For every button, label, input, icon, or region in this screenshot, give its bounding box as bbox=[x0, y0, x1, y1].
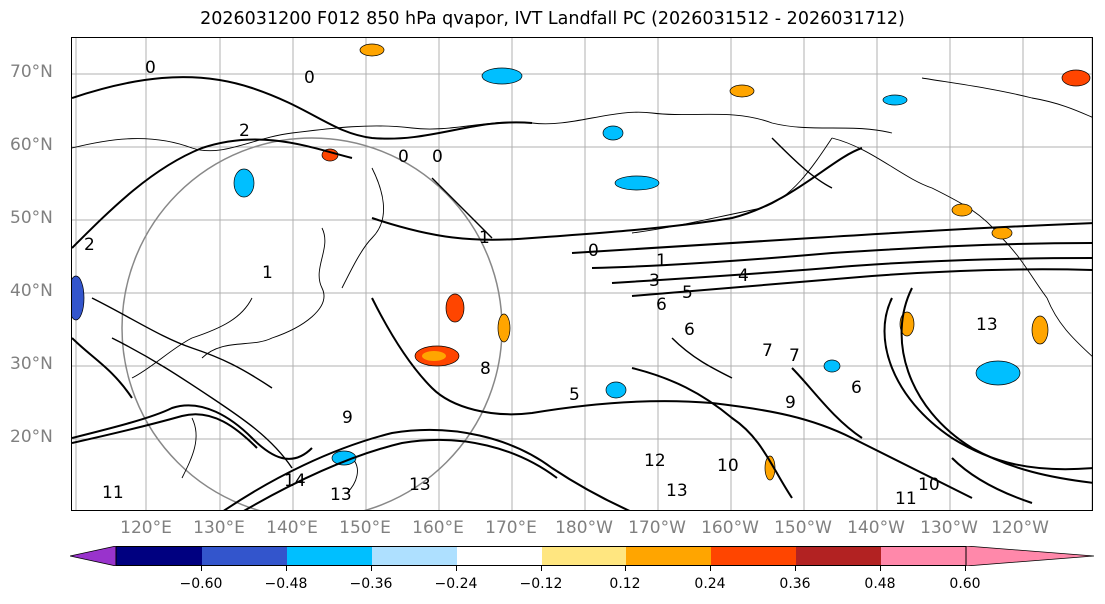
contour-label: 1 bbox=[479, 228, 490, 248]
contour-label: 5 bbox=[682, 283, 693, 303]
colorbar-segment bbox=[202, 546, 287, 566]
contours bbox=[72, 76, 1092, 510]
colorbar-tick: −0.24 bbox=[434, 576, 478, 592]
colorbar-tick: 0.24 bbox=[694, 576, 726, 592]
map-canvas: 0 0 0 0 0 2 2 1 1 1 3 4 5 6 6 9 9 10 10 … bbox=[72, 38, 1092, 510]
contour-label: 6 bbox=[684, 320, 695, 340]
colorbar-segment bbox=[542, 546, 626, 566]
contour-label: 9 bbox=[342, 408, 353, 428]
lon-label: 150°E bbox=[339, 518, 391, 538]
lon-label: 140°E bbox=[266, 518, 318, 538]
colorbar-segment bbox=[457, 546, 542, 566]
lat-label: 50°N bbox=[10, 208, 53, 228]
lon-label: 120°W bbox=[991, 518, 1049, 538]
contours-thin bbox=[91, 137, 833, 469]
lon-label: 140°W bbox=[847, 518, 905, 538]
contour-labels: 0 0 0 0 0 2 2 1 1 1 3 4 5 6 6 9 9 10 10 … bbox=[84, 58, 998, 509]
colorbar-segment bbox=[372, 546, 457, 566]
lon-label: 130°E bbox=[193, 518, 245, 538]
lat-label: 30°N bbox=[10, 354, 53, 374]
lon-label: 170°E bbox=[485, 518, 537, 538]
contour-label: 0 bbox=[432, 147, 443, 167]
contour-label: 0 bbox=[145, 58, 156, 78]
contour-label: 6 bbox=[656, 295, 667, 315]
lon-label: 160°E bbox=[412, 518, 464, 538]
lon-label: 150°W bbox=[774, 518, 832, 538]
contour-label: 1 bbox=[262, 263, 273, 283]
contour-label: 13 bbox=[666, 481, 688, 501]
contour-label: 11 bbox=[102, 483, 124, 503]
map-panel[interactable]: 0 0 0 0 0 2 2 1 1 1 3 4 5 6 6 9 9 10 10 … bbox=[71, 37, 1093, 511]
range-ring bbox=[121, 137, 503, 510]
contour-label: 13 bbox=[330, 485, 352, 505]
colorbar-segment bbox=[711, 546, 796, 566]
contour-label: 9 bbox=[785, 393, 796, 413]
contour-label: 6 bbox=[851, 378, 862, 398]
lon-label: 130°W bbox=[920, 518, 978, 538]
contour-label: 5 bbox=[569, 385, 580, 405]
shaded-anomalies bbox=[72, 43, 1091, 481]
colorbar-tick: −0.60 bbox=[179, 576, 223, 592]
contour-label: 10 bbox=[717, 456, 739, 476]
lat-label: 20°N bbox=[10, 427, 53, 447]
colorbar-segment bbox=[116, 546, 202, 566]
lon-label: 170°W bbox=[628, 518, 686, 538]
contour-label: 13 bbox=[976, 315, 998, 335]
contour-label: 13 bbox=[409, 475, 431, 495]
plot-title: 2026031200 F012 850 hPa qvapor, IVT Land… bbox=[200, 9, 905, 29]
contour-label: 0 bbox=[398, 147, 409, 167]
colorbar-extend-max bbox=[965, 546, 1094, 566]
lon-label: 120°E bbox=[120, 518, 172, 538]
contour-label: 2 bbox=[84, 235, 95, 255]
lat-label: 70°N bbox=[10, 62, 53, 82]
lat-label: 40°N bbox=[10, 281, 53, 301]
lat-label: 60°N bbox=[10, 135, 53, 155]
colorbar-segment bbox=[881, 546, 966, 566]
contour-label: 2 bbox=[239, 121, 250, 141]
colorbar-tick: −0.36 bbox=[349, 576, 393, 592]
contour-label: 3 bbox=[649, 271, 660, 291]
contour-label: 7 bbox=[789, 346, 800, 366]
colorbar-extend-min bbox=[70, 546, 117, 566]
colorbar-segment bbox=[796, 546, 881, 566]
colorbar-tick: −0.48 bbox=[264, 576, 308, 592]
colorbar-segment bbox=[287, 546, 372, 566]
contour-label: 8 bbox=[480, 359, 491, 379]
colorbar-segment bbox=[626, 546, 711, 566]
colorbar-tick: 0.12 bbox=[609, 576, 641, 592]
contour-label: 0 bbox=[588, 241, 599, 261]
contour-label: 14 bbox=[284, 471, 306, 491]
coastlines bbox=[72, 77, 1092, 494]
lon-label: 180°W bbox=[555, 518, 613, 538]
graticule bbox=[72, 38, 1092, 510]
colorbar-tick: −0.12 bbox=[519, 576, 563, 592]
colorbar-tick: 0.48 bbox=[864, 576, 896, 592]
contour-label: 12 bbox=[644, 451, 666, 471]
contour-label: 0 bbox=[304, 68, 315, 88]
contour-label: 11 bbox=[895, 489, 917, 509]
contour-label: 4 bbox=[738, 266, 749, 286]
contour-label: 10 bbox=[918, 475, 940, 495]
lon-label: 160°W bbox=[701, 518, 759, 538]
colorbar-tick: 0.36 bbox=[779, 576, 811, 592]
colorbar bbox=[70, 546, 1094, 566]
colorbar-tick: 0.60 bbox=[949, 576, 981, 592]
contour-label: 7 bbox=[762, 341, 773, 361]
contour-label: 1 bbox=[656, 251, 667, 271]
